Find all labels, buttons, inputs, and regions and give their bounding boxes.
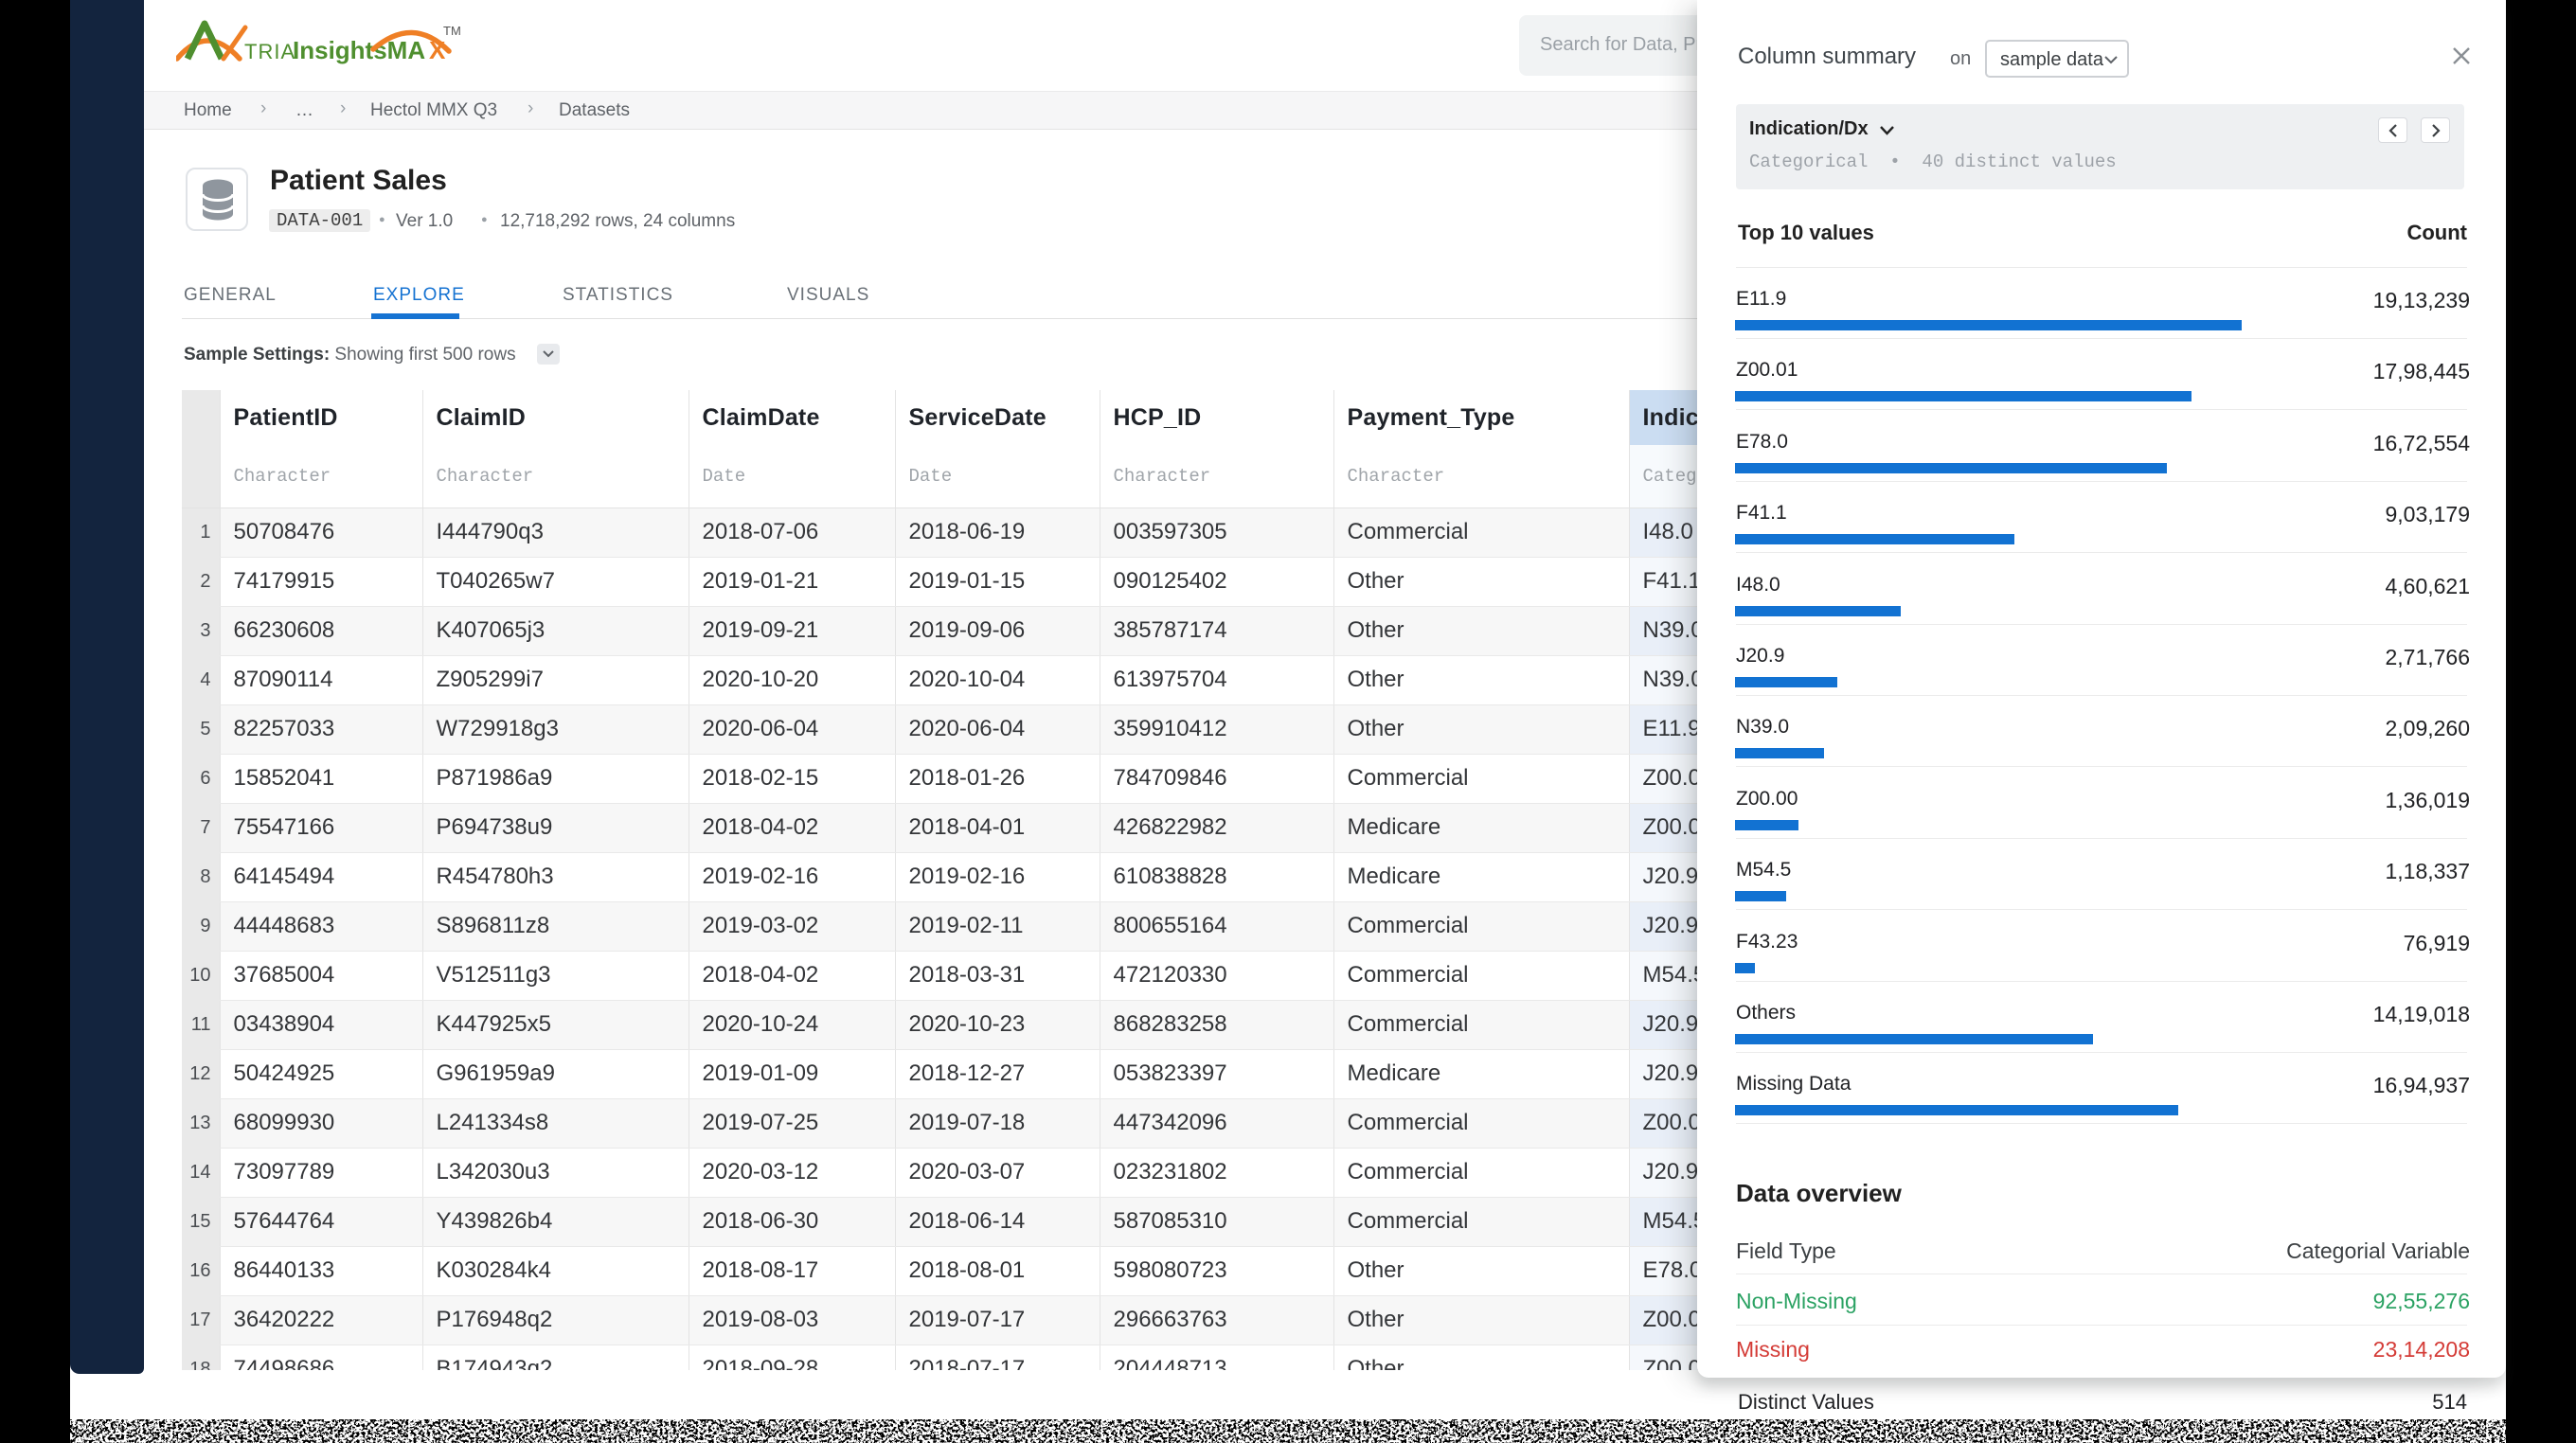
svg-text:TM: TM (443, 24, 461, 38)
svg-text:TRIA: TRIA (244, 40, 295, 63)
svg-text:InsightsMA: InsightsMA (293, 36, 425, 64)
